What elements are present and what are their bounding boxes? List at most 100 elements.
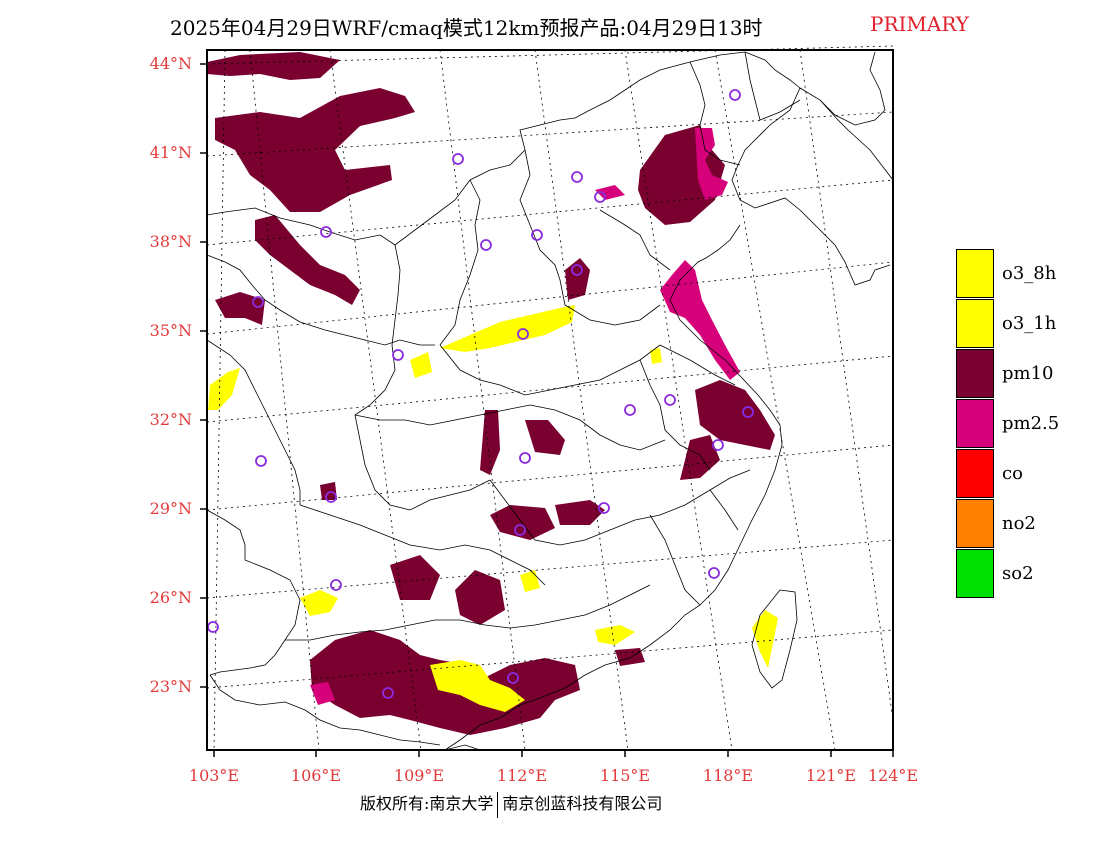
station-markers	[207, 89, 754, 699]
pm25-area-guangxi	[310, 682, 335, 705]
station-marker	[514, 524, 526, 536]
station-marker	[742, 406, 754, 418]
station-marker	[571, 171, 583, 183]
legend-swatch	[956, 499, 994, 548]
pm10-area-guangxi-2	[455, 570, 505, 625]
station-marker	[729, 89, 741, 101]
legend-label: pm10	[1002, 363, 1054, 384]
station-marker	[330, 579, 342, 591]
station-marker	[708, 567, 720, 579]
lon-label-103: 103°E	[188, 766, 240, 785]
boundary-jilin	[759, 51, 886, 126]
lat-line-32	[206, 355, 894, 423]
boundary-yunnan	[209, 559, 301, 676]
map-title: 2025年04月29日WRF/cmaq模式12km预报产品:04月29日13时	[170, 16, 763, 40]
lat-label-35: 35°N	[149, 321, 192, 340]
o3-area-henan-spot	[650, 348, 662, 364]
boundary-shandong	[564, 209, 671, 326]
lat-label-38: 38°N	[149, 232, 192, 251]
pm10-area-hubei-2	[525, 420, 565, 455]
pm10-area-hubei-1	[480, 410, 500, 475]
legend-label: o3_1h	[1002, 313, 1057, 334]
lon-label-121: 121°E	[805, 766, 857, 785]
copyright-footer: 版权所有:南京大学 南京创蓝科技有限公司	[360, 790, 662, 818]
boundary-hubei	[354, 404, 666, 451]
station-marker	[712, 439, 724, 451]
footer-divider	[497, 791, 499, 818]
pm10-area-mongolia	[215, 88, 415, 212]
pm10-area-north-strip	[207, 52, 340, 80]
boundary-shanxi	[439, 179, 481, 346]
station-marker	[452, 153, 464, 165]
coastline	[444, 87, 894, 751]
o3-area-taiwan	[752, 610, 778, 668]
boundary-shaanxi	[354, 244, 401, 416]
legend-label: o3_8h	[1002, 263, 1057, 284]
boundary-sichuan-chongqing	[354, 414, 491, 511]
map-frame	[206, 49, 894, 751]
lat-label-23: 23°N	[149, 677, 192, 696]
boundary-liaoning	[689, 51, 761, 166]
pm10-area-jiangxi	[680, 435, 720, 480]
lat-line-35	[206, 261, 894, 335]
legend-label: pm2.5	[1002, 413, 1060, 434]
pm25-area-hebei	[595, 185, 625, 200]
primary-tag: PRIMARY	[870, 12, 969, 36]
legend-label: no2	[1002, 513, 1036, 534]
pm10-area-guangdong	[615, 648, 645, 666]
station-marker	[531, 229, 543, 241]
station-marker	[624, 404, 636, 416]
o3-area-shaanxi-spot	[410, 352, 432, 378]
lat-line-26	[206, 539, 894, 599]
station-marker	[598, 502, 610, 514]
lat-line-23	[206, 629, 894, 689]
lon-line-115	[534, 49, 629, 751]
copyright-right: 南京创蓝科技有限公司	[502, 794, 663, 813]
hainan-coast	[444, 744, 481, 751]
pm10-area-shandong	[565, 258, 590, 300]
pm10-area-hunan	[490, 505, 555, 540]
lat-label-32: 32°N	[149, 410, 192, 429]
station-marker	[320, 226, 332, 238]
legend-swatch	[956, 549, 994, 598]
legend-swatch	[956, 449, 994, 498]
station-marker	[664, 394, 676, 406]
lon-label-124: 124°E	[867, 766, 919, 785]
station-marker	[507, 672, 519, 684]
station-marker	[519, 452, 531, 464]
station-marker	[382, 687, 394, 699]
legend-label: so2	[1002, 563, 1034, 584]
station-marker	[392, 349, 404, 361]
lon-label-112: 112°E	[496, 766, 548, 785]
pm10-area-guizhou	[390, 555, 440, 600]
o3-area-guangdong	[430, 660, 525, 712]
pm25-area-liaoning	[695, 128, 728, 200]
station-marker	[325, 491, 337, 503]
lat-label-26: 26°N	[149, 588, 192, 607]
pollution-areas	[207, 52, 778, 735]
lon-label-106: 106°E	[290, 766, 342, 785]
boundary-tibet-sichuan	[206, 339, 301, 505]
lon-line-118	[624, 49, 733, 751]
station-marker	[571, 264, 583, 276]
o3-area-fujian-south	[595, 625, 635, 645]
station-marker	[255, 455, 267, 467]
station-marker	[594, 191, 606, 203]
lat-label-44: 44°N	[149, 54, 192, 73]
tick-marks	[200, 63, 894, 757]
pm10-area-jiangxi-2	[555, 500, 605, 525]
station-marker	[480, 239, 492, 251]
legend-swatch	[956, 349, 994, 398]
pm10-area-gansu	[255, 215, 360, 305]
lat-line-29	[206, 444, 894, 511]
o3-area-sichuan-west	[208, 368, 240, 410]
boundary-anhui	[639, 344, 736, 471]
boundary-fujian	[649, 489, 739, 606]
lat-label-41: 41°N	[149, 143, 192, 162]
pm25-area-bohai-coast	[660, 260, 740, 380]
lon-label-115: 115°E	[599, 766, 651, 785]
lon-label-109: 109°E	[393, 766, 445, 785]
station-marker	[517, 328, 529, 340]
pm10-area-sichuan	[320, 482, 337, 500]
lat-label-29: 29°N	[149, 499, 192, 518]
